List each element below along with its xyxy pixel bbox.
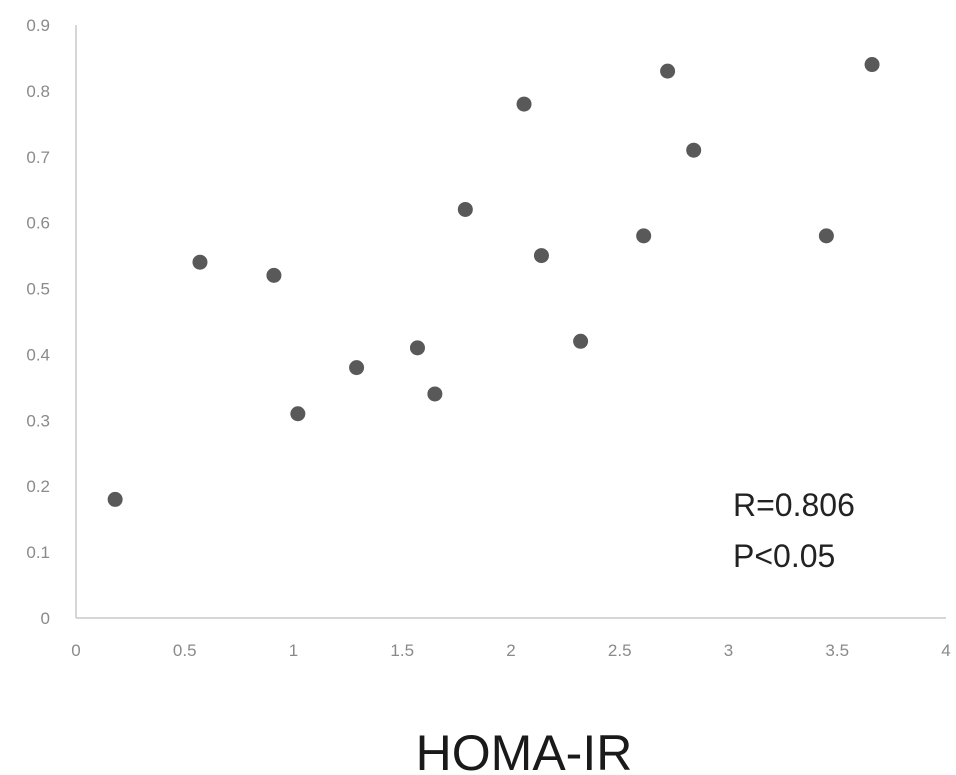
y-tick-label: 0.7 — [26, 148, 50, 167]
data-point — [192, 254, 208, 270]
y-tick-labels: 0 0.1 0.2 0.3 0.4 0.5 0.6 0.7 0.8 0.9 — [26, 16, 50, 628]
x-tick-label: 0.5 — [173, 641, 197, 660]
y-tick-label: 0.1 — [26, 543, 50, 562]
y-tick-label: 0.9 — [26, 16, 50, 35]
axes — [75, 25, 946, 619]
y-tick-label: 0.2 — [26, 477, 50, 496]
y-tick-label: 0.4 — [26, 345, 50, 364]
y-tick-label: 0.3 — [26, 411, 50, 430]
x-tick-label: 0 — [71, 641, 80, 660]
data-point — [457, 201, 473, 217]
x-tick-label: 4 — [941, 641, 950, 660]
x-tick-label: 1 — [289, 641, 298, 660]
p-value-annotation: P<0.05 — [733, 538, 835, 574]
data-point — [427, 386, 443, 402]
data-point — [573, 333, 589, 349]
x-tick-label: 2.5 — [608, 641, 632, 660]
correlation-r-annotation: R=0.806 — [733, 487, 855, 523]
data-point — [660, 63, 676, 79]
data-point — [349, 360, 365, 376]
data-point — [516, 96, 532, 112]
y-tick-label: 0.5 — [26, 280, 50, 299]
data-point — [290, 406, 306, 422]
x-tick-label: 2 — [506, 641, 515, 660]
x-tick-label: 3.5 — [825, 641, 849, 660]
data-point — [107, 491, 123, 507]
data-point — [409, 340, 425, 356]
data-point — [636, 228, 652, 244]
x-tick-label: 1.5 — [390, 641, 414, 660]
data-point — [266, 267, 282, 283]
data-point — [686, 142, 702, 158]
y-tick-label: 0.8 — [26, 82, 50, 101]
x-tick-label: 3 — [724, 641, 733, 660]
data-point — [533, 248, 549, 264]
x-tick-labels: 0 0.5 1 1.5 2 2.5 3 3.5 4 — [71, 641, 950, 660]
y-tick-label: 0 — [41, 609, 50, 628]
data-points — [107, 57, 880, 507]
y-tick-label: 0.6 — [26, 214, 50, 233]
x-axis-title: HOMA-IR — [416, 725, 633, 775]
data-point — [818, 228, 834, 244]
data-point — [864, 57, 880, 73]
